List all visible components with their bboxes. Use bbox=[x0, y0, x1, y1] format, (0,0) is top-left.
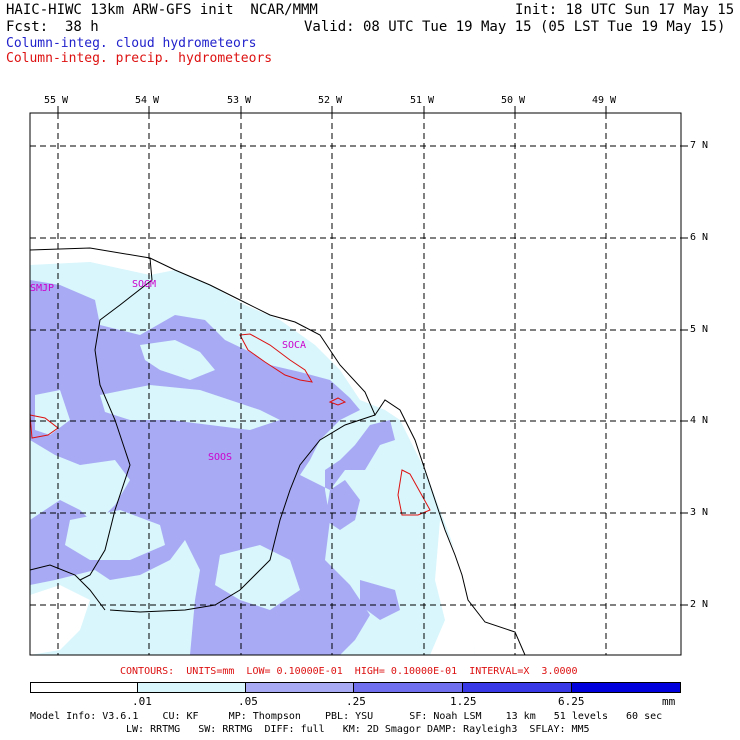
model-info-line2: LW: RRTMG SW: RRTMG DIFF: full KM: 2D Sm… bbox=[126, 724, 590, 735]
shade-hole-4 bbox=[65, 510, 165, 560]
lat-label-5n: 5 N bbox=[690, 324, 709, 335]
shade-hole-3 bbox=[40, 470, 90, 500]
colorbar-label-1: .05 bbox=[238, 695, 258, 708]
shade-hole-6 bbox=[35, 390, 70, 435]
colorbar-label-4: 6.25 bbox=[558, 695, 585, 708]
border-east bbox=[109, 414, 376, 613]
init-time: Init: 18 UTC Sun 17 May 15 bbox=[515, 2, 735, 18]
map-frame bbox=[29, 112, 682, 656]
shading-layer bbox=[30, 113, 681, 655]
shade-hole-5 bbox=[215, 545, 300, 610]
colorbar-bin-5 bbox=[572, 683, 680, 692]
lat-label-3n: 3 N bbox=[690, 507, 709, 518]
coastline bbox=[29, 247, 526, 656]
lon-label-52w: 52 W bbox=[318, 95, 343, 106]
field-title-precip: Column-integ. precip. hydrometeors bbox=[6, 51, 273, 66]
colorbar bbox=[30, 682, 681, 693]
forecast-hour: Fcst: 38 h bbox=[6, 19, 99, 35]
station-sogm: SOGM bbox=[132, 279, 157, 290]
colorbar-bin-3 bbox=[354, 683, 463, 692]
colorbar-label-2: .25 bbox=[346, 695, 366, 708]
graticule bbox=[30, 113, 681, 655]
shade-medium-blue-2 bbox=[325, 480, 360, 530]
model-info-line1: Model Info: V3.6.1 CU: KF MP: Thompson P… bbox=[30, 711, 663, 722]
colorbar-bin-1 bbox=[138, 683, 246, 692]
shade-hole-1 bbox=[140, 340, 215, 380]
border-west bbox=[79, 257, 153, 581]
border-south bbox=[29, 564, 106, 611]
field-title-cloud: Column-integ. cloud hydrometeors bbox=[6, 36, 257, 51]
colorbar-label-0: .01 bbox=[132, 695, 152, 708]
lon-label-55w: 55 W bbox=[44, 95, 69, 106]
lat-label-7n: 7 N bbox=[690, 140, 709, 151]
shade-hole-2 bbox=[100, 385, 280, 430]
colorbar-bin-2 bbox=[246, 683, 354, 692]
lon-label-50w: 50 W bbox=[501, 95, 526, 106]
lon-label-53w: 53 W bbox=[227, 95, 252, 106]
colorbar-label-3: 1.25 bbox=[450, 695, 477, 708]
lon-label-51w: 51 W bbox=[410, 95, 435, 106]
contours-info: CONTOURS: UNITS=mm LOW= 0.10000E-01 HIGH… bbox=[120, 666, 578, 677]
precip-contours bbox=[29, 333, 431, 516]
shade-white-2 bbox=[430, 520, 475, 655]
shade-white-1 bbox=[30, 585, 90, 655]
valid-time: Valid: 08 UTC Tue 19 May 15 (05 LST Tue … bbox=[304, 19, 726, 35]
lat-label-6n: 6 N bbox=[690, 232, 709, 243]
lon-label-54w: 54 W bbox=[135, 95, 160, 106]
colorbar-bin-0 bbox=[31, 683, 138, 692]
lon-label-49w: 49 W bbox=[592, 95, 617, 106]
shade-medium-blue-1 bbox=[30, 280, 395, 655]
station-soos: SOOS bbox=[208, 452, 233, 463]
frame-ticks bbox=[57, 106, 688, 606]
lat-label-2n: 2 N bbox=[690, 599, 709, 610]
station-soca: SOCA bbox=[282, 340, 307, 351]
lat-label-4n: 4 N bbox=[690, 415, 709, 426]
shade-medium-blue-3 bbox=[360, 580, 400, 620]
colorbar-bin-4 bbox=[463, 683, 572, 692]
header-title: HAIC-HIWC 13km ARW-GFS init NCAR/MMM bbox=[6, 2, 318, 18]
colorbar-units: mm bbox=[662, 695, 676, 708]
station-smjp: SMJP bbox=[30, 283, 55, 294]
